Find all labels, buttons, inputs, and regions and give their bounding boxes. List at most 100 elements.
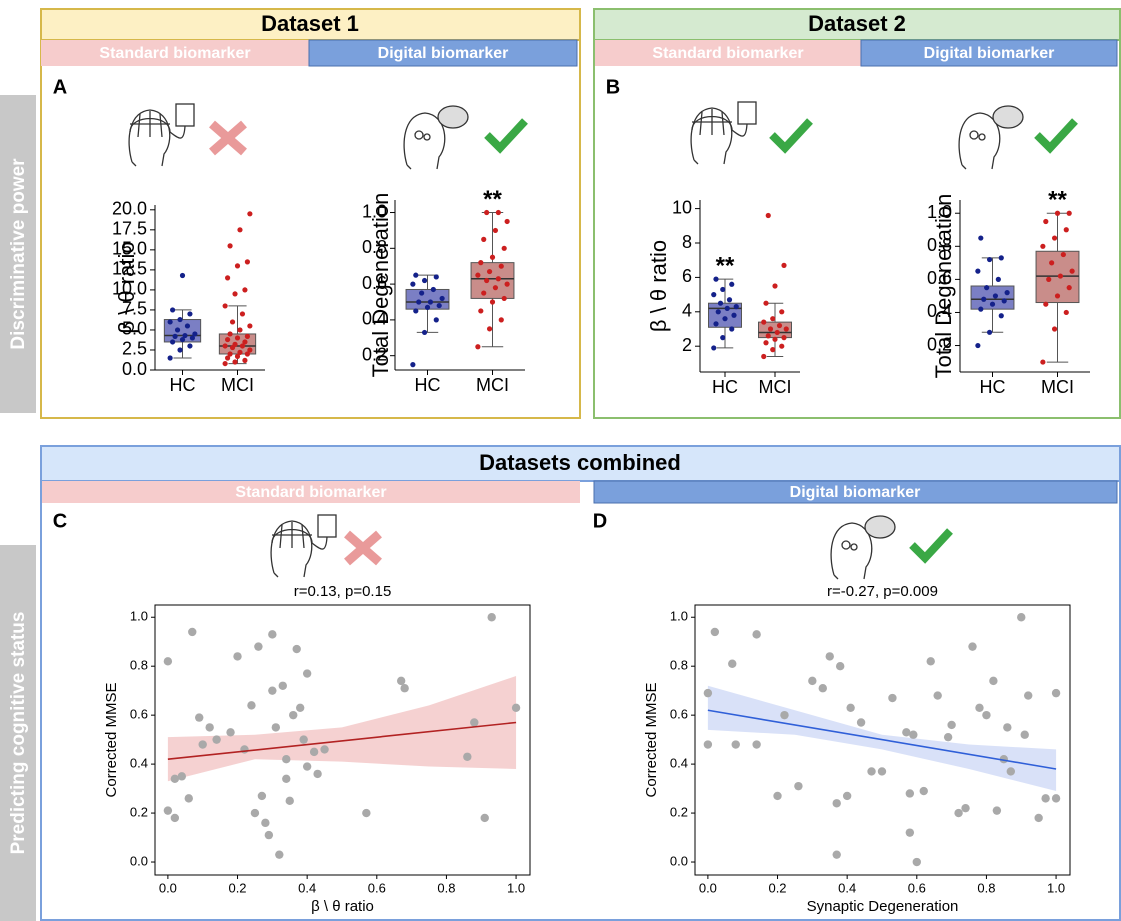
- data-point: [728, 659, 737, 668]
- data-point: [954, 808, 963, 818]
- data-point: [981, 296, 987, 302]
- y-tick-label: 12.5: [112, 259, 147, 279]
- data-point: [729, 281, 735, 287]
- data-point: [309, 747, 319, 757]
- x-tick-label: 0.6: [368, 880, 386, 895]
- data-point: [729, 326, 735, 332]
- data-point: [396, 676, 406, 686]
- y-tick-label: 0.8: [362, 237, 387, 257]
- data-point: [998, 255, 1004, 261]
- data-point: [424, 304, 431, 310]
- data-point: [1043, 218, 1049, 225]
- panel-letter: B: [606, 76, 620, 98]
- plot-frame: [694, 604, 1071, 876]
- eeg-cap: [691, 109, 733, 136]
- x-tick-label: HC: [980, 377, 1006, 397]
- data-point: [416, 299, 422, 305]
- data-point: [237, 327, 243, 333]
- data-point: [480, 813, 489, 823]
- standard-label: Standard biomarker: [99, 45, 250, 62]
- section-header: [593, 8, 1121, 41]
- section-frame: [40, 445, 1121, 921]
- data-point: [167, 319, 173, 325]
- data-point: [501, 295, 507, 302]
- x-tick-label: 0.6: [908, 880, 926, 895]
- data-point: [926, 657, 935, 666]
- data-point: [478, 308, 484, 314]
- data-point: [779, 309, 785, 315]
- data-point: [234, 263, 241, 269]
- data-point: [237, 349, 243, 355]
- panel-letter: C: [53, 510, 67, 532]
- y-tick-label: 0.2: [670, 805, 688, 820]
- data-point: [715, 309, 721, 315]
- y-axis-label: Total Degeneration: [368, 193, 393, 378]
- head-outline: [958, 112, 1001, 170]
- head-outline: [403, 112, 446, 170]
- data-point: [905, 828, 915, 837]
- data-point: [703, 740, 713, 749]
- digital-icon: [830, 515, 896, 580]
- data-point: [198, 740, 207, 749]
- x-axis-label: Synaptic Degeneration: [807, 898, 959, 915]
- data-point: [909, 730, 918, 739]
- data-point: [179, 272, 186, 279]
- data-point: [234, 335, 241, 341]
- data-point: [163, 657, 173, 666]
- data-point: [247, 323, 253, 329]
- y-tick-label: 0.4: [927, 301, 952, 321]
- data-point: [478, 260, 484, 266]
- data-point: [170, 339, 176, 345]
- data-point: [943, 732, 953, 742]
- data-point: [752, 630, 761, 639]
- data-point: [846, 703, 855, 713]
- y-tick-label: 0.4: [670, 756, 688, 771]
- data-point: [776, 322, 783, 329]
- section-title: Datasets combined: [479, 450, 681, 475]
- panel-letter: D: [593, 510, 607, 532]
- row-band: [0, 95, 36, 413]
- row-label: Discriminative power: [8, 158, 29, 350]
- data-point: [1004, 290, 1010, 296]
- brain-dot: [978, 133, 986, 141]
- x-tick-label: 1.0: [507, 880, 525, 895]
- brain-dot: [414, 130, 424, 140]
- brain-dot: [423, 133, 431, 141]
- data-point: [794, 781, 803, 791]
- data-point: [247, 211, 253, 217]
- chart-title: r=-0.27, p=0.009: [827, 583, 938, 600]
- y-tick-label: 0.8: [130, 658, 148, 673]
- y-tick-label: 4: [682, 301, 692, 321]
- data-point: [275, 850, 284, 859]
- data-point: [413, 272, 419, 278]
- data-point: [498, 263, 504, 269]
- digital-header: [860, 39, 1118, 67]
- x-tick-label: HC: [170, 375, 196, 395]
- y-tick-label: 0.0: [670, 853, 688, 868]
- x-axis-label: β \ θ ratio: [311, 898, 374, 915]
- thought: [992, 105, 1024, 129]
- data-point: [1001, 298, 1007, 304]
- data-point: [400, 684, 409, 693]
- data-point: [1040, 359, 1046, 365]
- data-point: [989, 676, 998, 686]
- data-point: [177, 316, 183, 323]
- section-header: [40, 445, 1121, 482]
- section-title: Dataset 2: [808, 11, 906, 36]
- y-tick-label: 15.0: [112, 239, 147, 259]
- data-point: [257, 791, 267, 801]
- data-point: [989, 301, 996, 307]
- data-point: [722, 316, 728, 322]
- data-point: [484, 277, 490, 284]
- data-point: [919, 786, 928, 796]
- data-point: [761, 319, 767, 325]
- eeg-wire: [169, 125, 186, 139]
- data-point: [481, 236, 487, 242]
- data-point: [1043, 301, 1049, 307]
- data-point: [770, 316, 776, 322]
- data-point: [781, 262, 787, 268]
- head-outline: [270, 520, 313, 578]
- data-point: [982, 710, 991, 720]
- data-point: [475, 344, 481, 350]
- y-axis-label: Corrected MMSE: [103, 682, 120, 797]
